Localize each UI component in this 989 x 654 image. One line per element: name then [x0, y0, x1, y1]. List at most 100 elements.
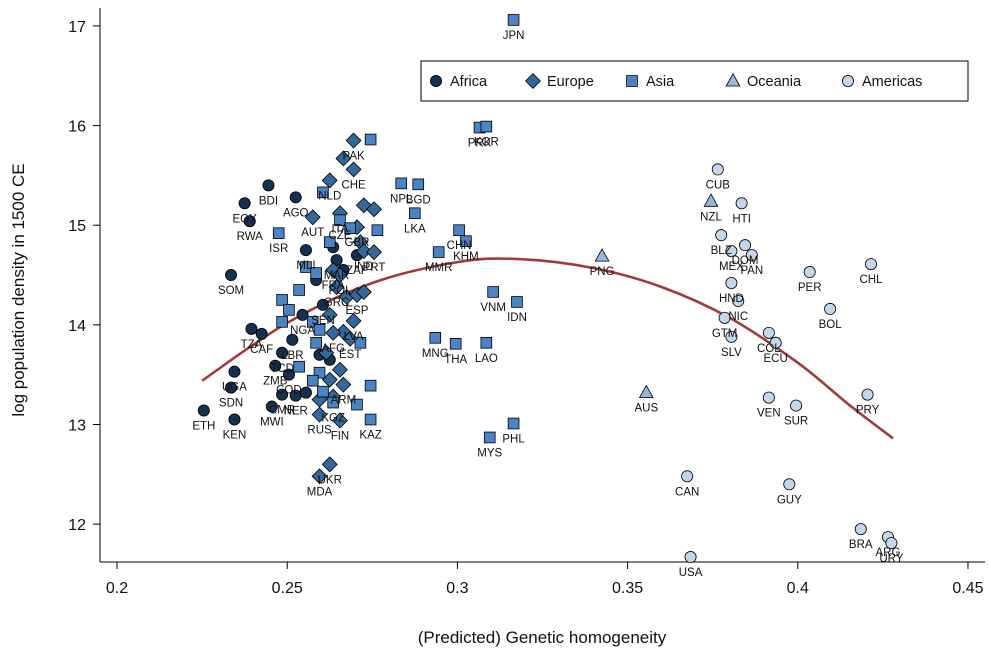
- point-label: BOL: [819, 319, 843, 331]
- asia-point: [371, 224, 384, 236]
- europe-point: [325, 324, 342, 341]
- point-label: KEN: [223, 430, 247, 442]
- asia-point: [306, 374, 319, 387]
- y-tick-label: 12: [68, 517, 86, 534]
- legend-box: [420, 60, 969, 102]
- axes: [99, 8, 985, 563]
- asia-point: [429, 332, 442, 344]
- point-label: TZA: [241, 339, 263, 351]
- point-label: BRA: [849, 539, 873, 551]
- asia-point: [344, 222, 356, 235]
- americas-point: [769, 336, 782, 349]
- europe-point: [355, 284, 372, 300]
- americas-point: [732, 294, 745, 307]
- point-label: NGA: [290, 325, 315, 337]
- point-label: ECU: [764, 353, 788, 365]
- asia-point: [276, 316, 288, 328]
- asia-point: [351, 398, 363, 411]
- point-label: CHL: [859, 274, 883, 286]
- fit-curve: [201, 257, 894, 440]
- africa-point: [316, 298, 329, 311]
- point-label: POL: [328, 285, 352, 297]
- point-label: CHE: [341, 179, 366, 191]
- europe-point: [355, 197, 372, 214]
- asia-point: [293, 284, 305, 296]
- americas-point: [684, 551, 697, 564]
- legend-americas-marker: [842, 75, 855, 88]
- europe-point: [328, 279, 345, 295]
- asia-point: [317, 186, 329, 199]
- point-label: PRK: [468, 138, 492, 150]
- data-points: [197, 14, 898, 564]
- point-label: NER: [284, 406, 308, 418]
- asia-point: [334, 214, 346, 227]
- point-label: DOM: [732, 255, 759, 267]
- point-label: CHN: [447, 240, 472, 252]
- europe-point: [321, 172, 338, 189]
- x-tick-label: 0.2: [106, 580, 128, 597]
- europe-point: [366, 201, 382, 218]
- asia-point: [453, 224, 465, 236]
- x-tick-label: 0.45: [952, 580, 983, 597]
- point-label: AFG: [321, 343, 345, 355]
- point-label: HND: [719, 293, 744, 305]
- point-labels: ETHKENSDNUGASOMEGYRWABDIAGOTZACAFMWIZMBT…: [192, 30, 903, 579]
- point-label: SLV: [721, 347, 742, 359]
- point-label: KGZ: [321, 413, 345, 425]
- point-label: ZAF: [346, 265, 368, 277]
- point-label: AUS: [634, 403, 658, 415]
- point-label: MWI: [260, 417, 284, 429]
- point-label: VNM: [480, 302, 506, 314]
- point-label: SOM: [218, 285, 244, 297]
- africa-point: [276, 346, 289, 359]
- asia-point: [327, 396, 339, 409]
- point-label: LAO: [475, 353, 498, 365]
- africa-point: [255, 327, 268, 340]
- americas-point: [762, 326, 775, 339]
- americas-point: [885, 537, 898, 550]
- point-label: PRY: [856, 405, 880, 417]
- africa-point: [269, 359, 282, 372]
- asia-point: [480, 120, 493, 133]
- africa-point: [289, 191, 302, 204]
- asia-point: [507, 14, 520, 26]
- point-label: AGO: [283, 207, 309, 219]
- point-label: KOR: [474, 137, 499, 149]
- americas-point: [803, 266, 816, 279]
- asia-point: [276, 294, 288, 306]
- africa-point: [225, 269, 238, 282]
- europe-point: [332, 361, 348, 378]
- americas-point: [725, 330, 738, 343]
- point-label: KAZ: [359, 430, 381, 442]
- point-label: CMR: [269, 405, 295, 417]
- point-label: URY: [879, 553, 903, 565]
- point-label: UKR: [318, 474, 342, 486]
- asia-point: [272, 227, 285, 239]
- americas-point: [725, 245, 738, 258]
- legend-asia-label: Asia: [646, 74, 675, 90]
- point-label: AUT: [301, 227, 324, 239]
- point-label: PAK: [343, 151, 365, 163]
- x-tick-label: 0.3: [446, 580, 468, 597]
- legend-europe-label: Europe: [547, 74, 594, 90]
- point-label: EST: [339, 349, 361, 361]
- africa-point: [282, 368, 295, 381]
- europe-point: [345, 132, 362, 149]
- point-label: MNG: [422, 348, 449, 360]
- africa-point: [245, 322, 258, 335]
- asia-point: [313, 366, 326, 379]
- x-tick-label: 0.25: [272, 580, 303, 597]
- point-label: PNG: [590, 266, 615, 278]
- africa-point: [228, 365, 241, 378]
- point-label: ESP: [345, 305, 368, 317]
- asia-point: [300, 261, 312, 273]
- y-tick-label: 16: [68, 119, 86, 136]
- point-label: ETH: [192, 421, 215, 433]
- point-label: LKA: [404, 223, 426, 235]
- point-label: SEN: [311, 315, 335, 327]
- point-label: RUS: [307, 425, 332, 437]
- europe-point: [335, 376, 352, 393]
- point-label: MLI: [296, 260, 315, 272]
- y-tick-label: 17: [68, 19, 86, 36]
